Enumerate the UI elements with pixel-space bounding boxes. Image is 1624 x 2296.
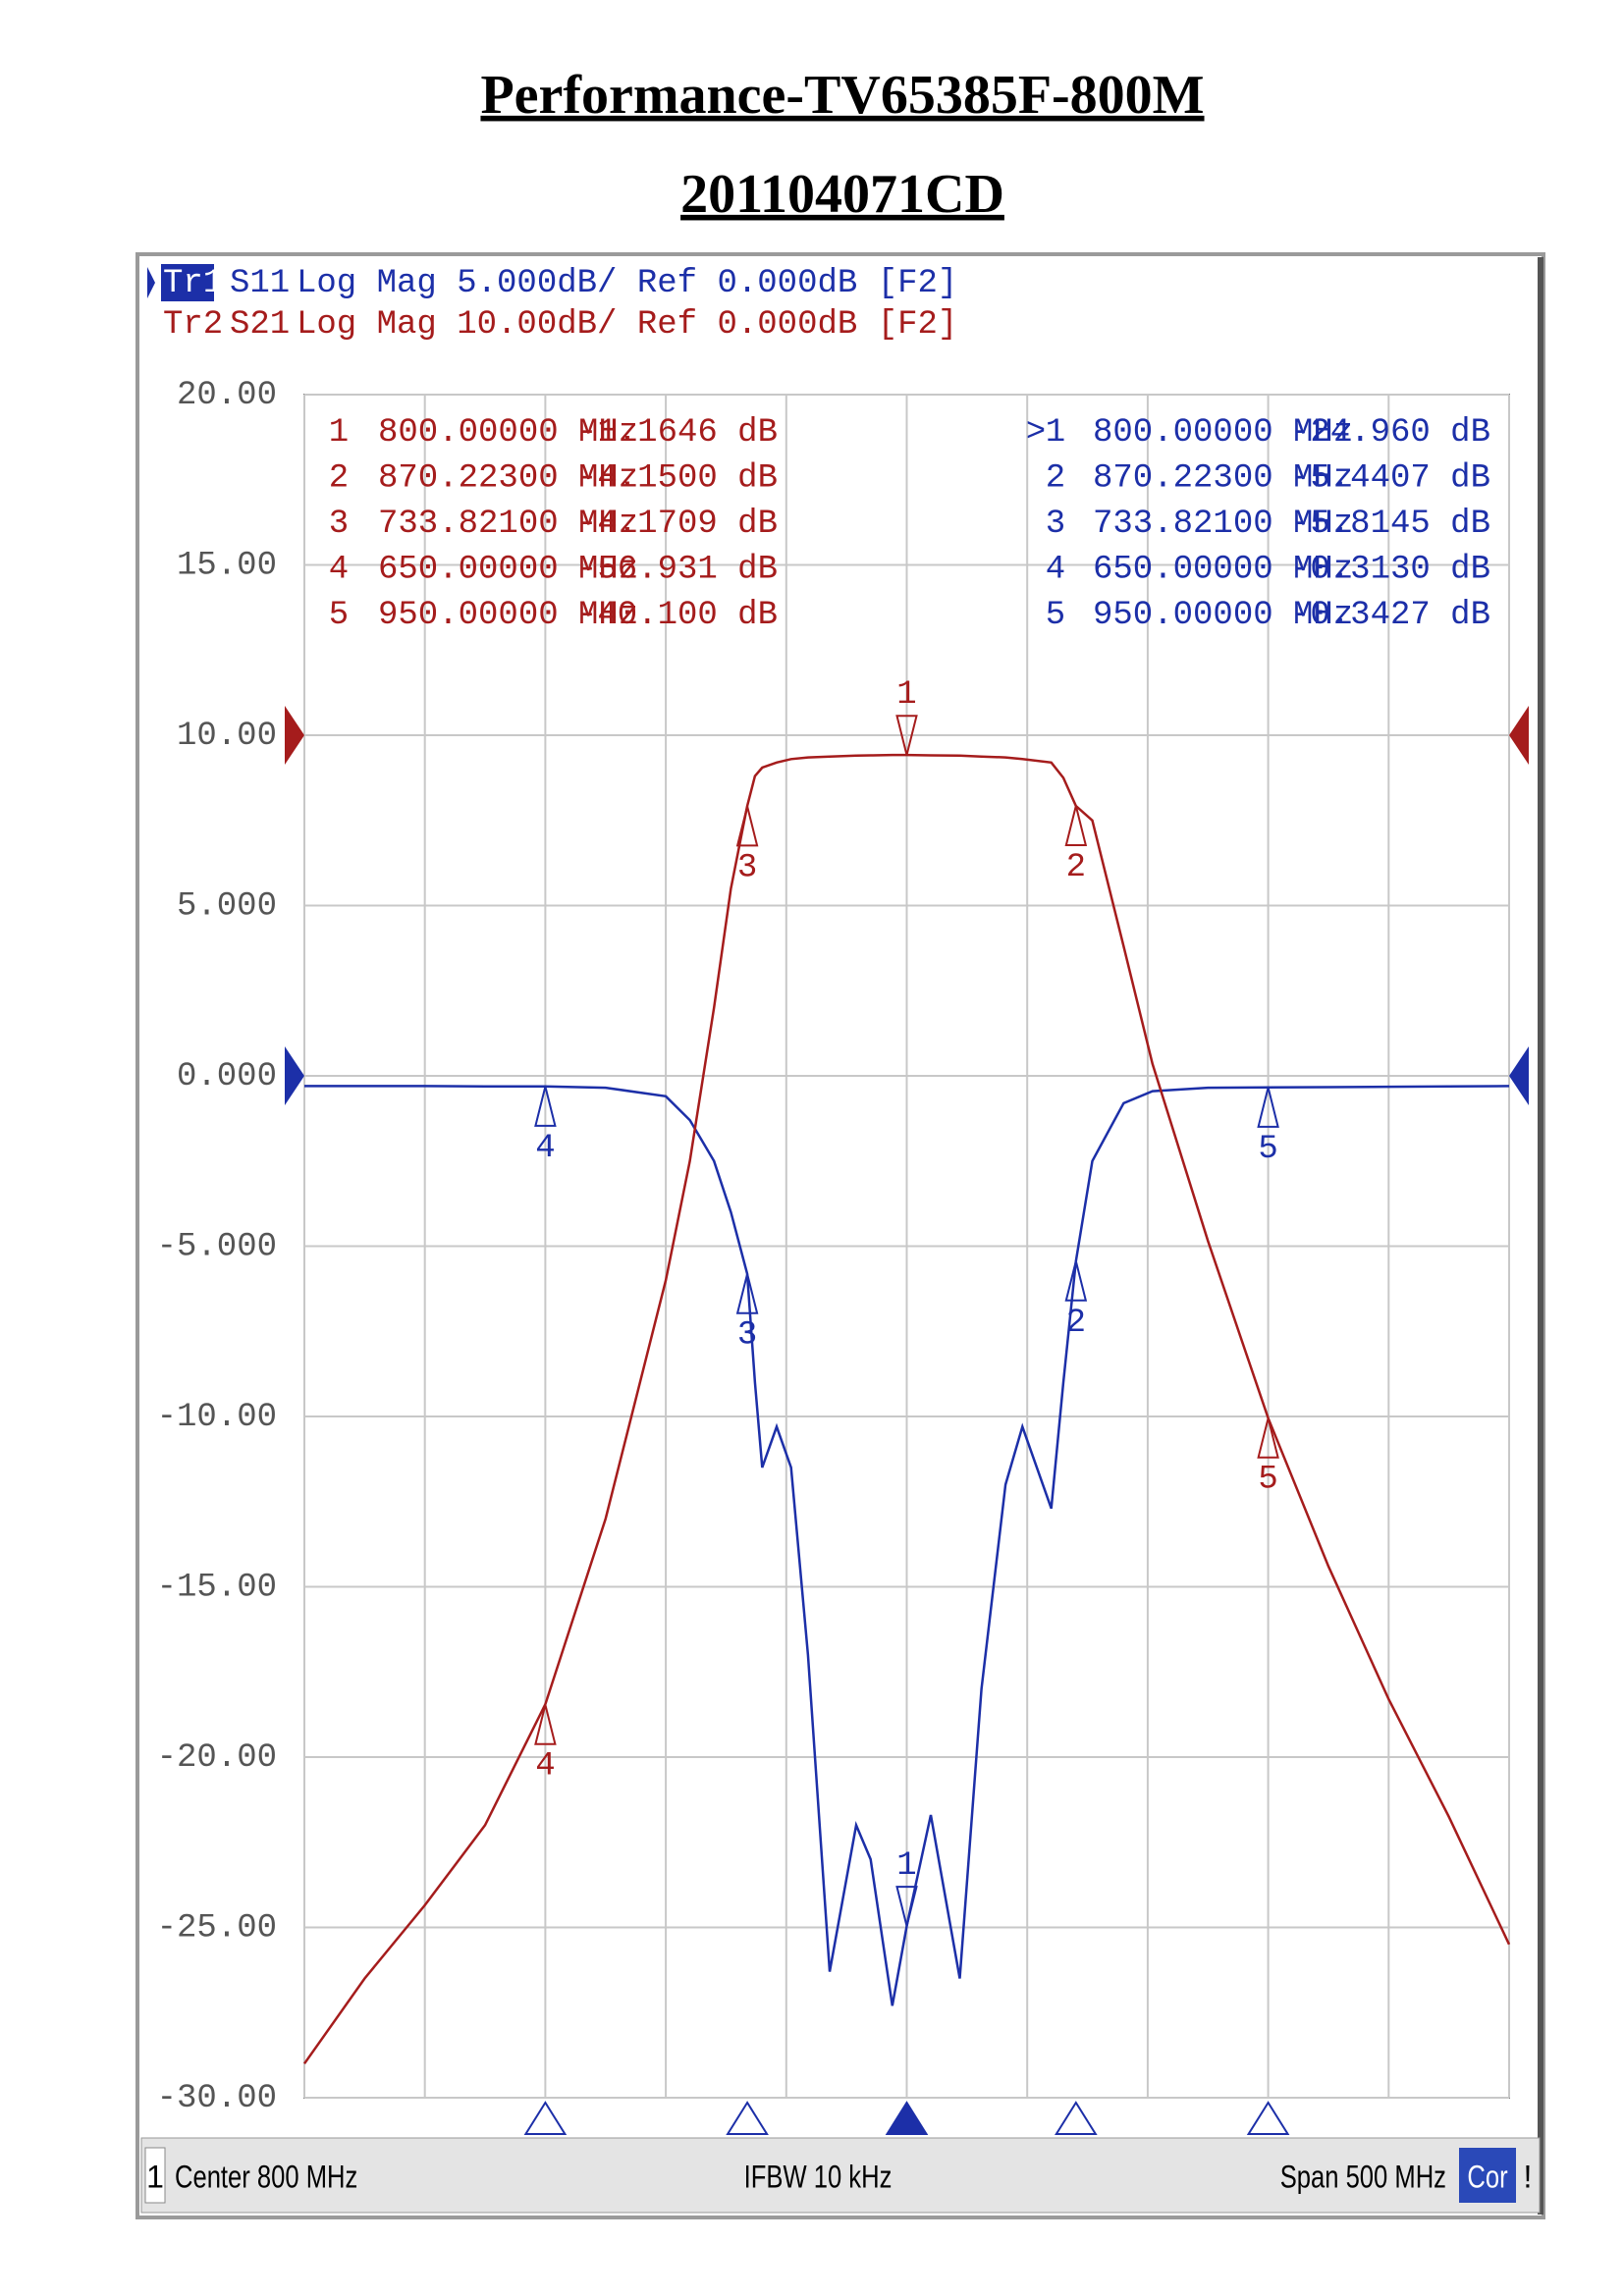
marker-triangle [534, 1704, 557, 1745]
marker-number: 5 [1258, 1131, 1277, 1168]
footer-center: Center 800 MHz [175, 2161, 357, 2195]
footer-cor: Cor [1467, 2161, 1508, 2195]
trace-format: Log Mag 10.00dB/ Ref 0.000dB [F2] [297, 306, 957, 344]
marker-table-value: -40.100 dB [577, 597, 778, 634]
marker-number: 1 [896, 1847, 916, 1885]
marker-table-id: 3 [1046, 506, 1065, 543]
trace-format: Log Mag 5.000dB/ Ref 0.000dB [F2] [297, 265, 957, 302]
marker-triangle [735, 1273, 759, 1314]
legend-name: S11 [230, 265, 290, 302]
marker-table-value: -4.1500 dB [577, 459, 778, 497]
marker-table-freq: 800.00000 MHz [378, 414, 638, 452]
y-tick-label: 5.000 [177, 887, 277, 925]
marker-table-id: 2 [1046, 459, 1065, 497]
marker-table-freq: 800.00000 MHz [1093, 414, 1353, 452]
marker-position [1055, 2101, 1098, 2135]
active-trace-box [161, 264, 214, 301]
trace-id: Tr2 [163, 306, 223, 344]
marker-number: 1 [896, 676, 916, 714]
marker-table-freq: 950.00000 MHz [378, 597, 638, 634]
marker-position [523, 2101, 568, 2135]
marker-table-id: 1 [329, 414, 349, 452]
chart-title: Performance-TV65385F-800M [480, 65, 1204, 126]
footer-channel: 1 [146, 2159, 164, 2194]
marker-number: 2 [1066, 849, 1086, 886]
marker-number: 3 [737, 1317, 757, 1355]
marker-table-value: -24.960 dB [1290, 414, 1490, 452]
marker-number: 2 [1066, 1305, 1086, 1342]
trace-id: Tr1 [163, 265, 223, 302]
marker-table-freq: 650.00000 MHz [378, 551, 638, 588]
marker-number: 4 [535, 1748, 555, 1786]
ref-marker [1509, 706, 1529, 765]
active-arrow [147, 267, 155, 298]
marker-number: 5 [1258, 1462, 1277, 1499]
y-tick-label: 20.00 [177, 377, 277, 414]
marker-table-value: -5.4407 dB [1290, 459, 1490, 497]
y-tick-label: -30.00 [157, 2080, 277, 2117]
active-marker-symbol: > [1026, 414, 1046, 452]
y-tick-label: 15.00 [177, 547, 277, 584]
marker-table-freq: 733.82100 MHz [378, 506, 638, 543]
marker-table-value: -0.3130 dB [1290, 551, 1490, 588]
marker-triangle [1064, 1260, 1088, 1302]
footer-status: ! [1524, 2159, 1533, 2194]
trace-line [302, 753, 1511, 2065]
y-tick-label: -25.00 [157, 1909, 277, 1947]
footer-ifbw: IFBW 10 kHz [744, 2161, 893, 2195]
trace-line [304, 1085, 1510, 2006]
marker-triangle [1257, 1087, 1279, 1128]
marker-number: 4 [535, 1130, 555, 1167]
marker-table-id: 5 [329, 597, 349, 634]
marker-table-value: -0.3427 dB [1290, 597, 1490, 634]
marker-table-freq: 650.00000 MHz [1093, 551, 1353, 588]
frame-shadow [1538, 257, 1543, 2215]
marker-triangle [735, 806, 759, 847]
y-tick-label: -10.00 [157, 1399, 277, 1436]
marker-table-id: 2 [329, 459, 349, 497]
cor-box [1459, 2148, 1516, 2203]
marker-triangle [534, 1086, 557, 1127]
ref-marker [285, 706, 304, 765]
marker-position [1246, 2101, 1290, 2135]
marker-table-freq: 733.82100 MHz [1093, 506, 1353, 543]
marker-triangle [895, 715, 918, 756]
marker-table-id: 1 [1046, 414, 1065, 452]
marker-table-value: -1.1646 dB [577, 414, 778, 452]
y-tick-label: 0.000 [177, 1058, 277, 1095]
marker-table-id: 3 [329, 506, 349, 543]
y-tick-label: -20.00 [157, 1739, 277, 1777]
ref-marker [1509, 1046, 1529, 1105]
marker-position [726, 2101, 769, 2135]
legend-name: S21 [230, 306, 290, 344]
marker-table-id: 4 [329, 551, 349, 588]
marker-number: 3 [737, 849, 757, 886]
footer-bar [140, 2137, 1541, 2214]
marker-table-value: -56.931 dB [577, 551, 778, 588]
marker-table-freq: 870.22300 MHz [378, 459, 638, 497]
y-tick-label: -5.000 [157, 1228, 277, 1265]
marker-triangle [1257, 1417, 1279, 1459]
marker-table-freq: 950.00000 MHz [1093, 597, 1353, 634]
marker-table-id: 4 [1046, 551, 1065, 588]
chart-subtitle: 201104071CD [680, 164, 1004, 225]
marker-triangle [1064, 805, 1088, 847]
y-tick-label: -15.00 [157, 1569, 277, 1606]
instrument-frame [135, 252, 1545, 2219]
marker-table-value: -4.1709 dB [577, 506, 778, 543]
marker-position [885, 2101, 929, 2135]
marker-table-value: -5.8145 dB [1290, 506, 1490, 543]
ref-marker [285, 1046, 304, 1105]
footer-span: Span 500 MHz [1280, 2161, 1446, 2195]
marker-triangle [895, 1886, 918, 1927]
marker-table-id: 5 [1046, 597, 1065, 634]
marker-table-freq: 870.22300 MHz [1093, 459, 1353, 497]
channel-box [144, 2147, 166, 2204]
y-tick-label: 10.00 [177, 718, 277, 755]
